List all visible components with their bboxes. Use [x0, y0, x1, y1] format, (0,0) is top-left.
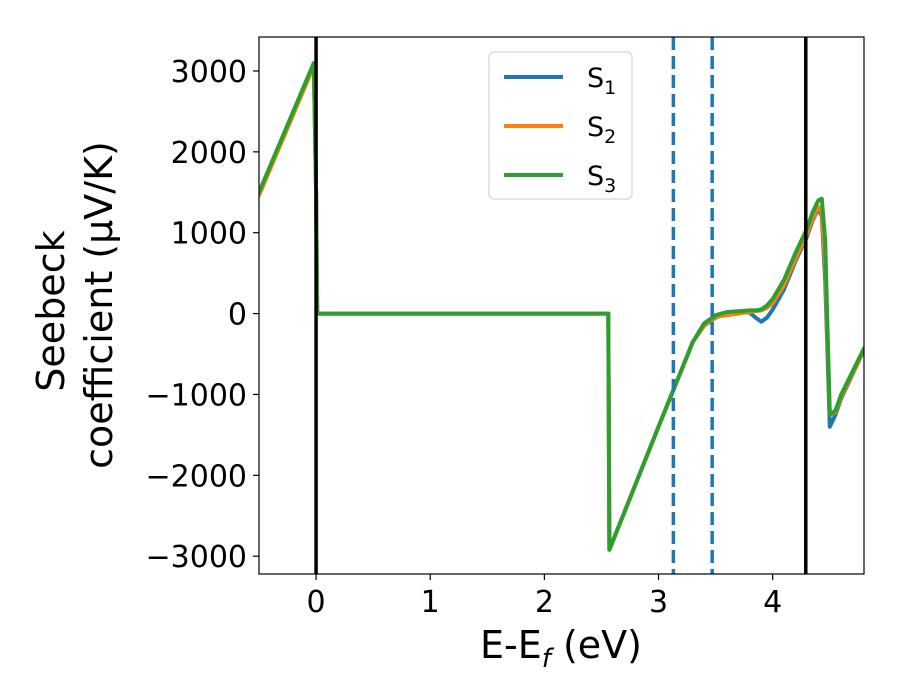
legend-entries: S1 S2 S3: [504, 63, 616, 197]
legend-label-s1: S1: [587, 63, 616, 99]
x-axis-ticks: 0 1 2 3 4: [307, 574, 782, 620]
vline-layer: [314, 37, 808, 574]
y-tick-label: 3000: [171, 55, 247, 90]
y-axis-label-line-2: coefficient (μV/K): [77, 141, 121, 469]
y-tick-label: 1000: [171, 217, 247, 252]
y-axis-ticks: −3000 −2000 −1000 0 1000 2000 3000: [146, 55, 259, 575]
y-tick-label: −3000: [146, 540, 247, 575]
legend-label-s2: S2: [587, 112, 616, 148]
y-axis-label: Seebeck coefficient (μV/K): [29, 141, 121, 469]
y-tick-label: 0: [228, 298, 247, 333]
x-tick-label: 1: [421, 585, 440, 620]
series-line-s3: [259, 60, 864, 552]
x-axis-label-tail: (eV): [551, 623, 642, 667]
y-tick-label: 2000: [171, 136, 247, 171]
x-tick-label: 3: [649, 585, 668, 620]
y-axis-label-line-1: Seebeck: [29, 230, 73, 391]
legend: S1 S2 S3: [488, 51, 633, 200]
x-tick-label: 4: [763, 585, 782, 620]
x-tick-label: 2: [535, 585, 554, 620]
x-tick-label: 0: [307, 585, 326, 620]
x-axis-label: E-Ef (eV): [480, 623, 642, 674]
y-tick-label: −1000: [146, 378, 247, 413]
legend-label-s3: S3: [587, 161, 616, 197]
x-axis-label-base: E-E: [480, 623, 542, 667]
y-tick-label: −2000: [146, 459, 247, 494]
series-layer: [259, 60, 864, 552]
plot-frame: [258, 36, 865, 575]
